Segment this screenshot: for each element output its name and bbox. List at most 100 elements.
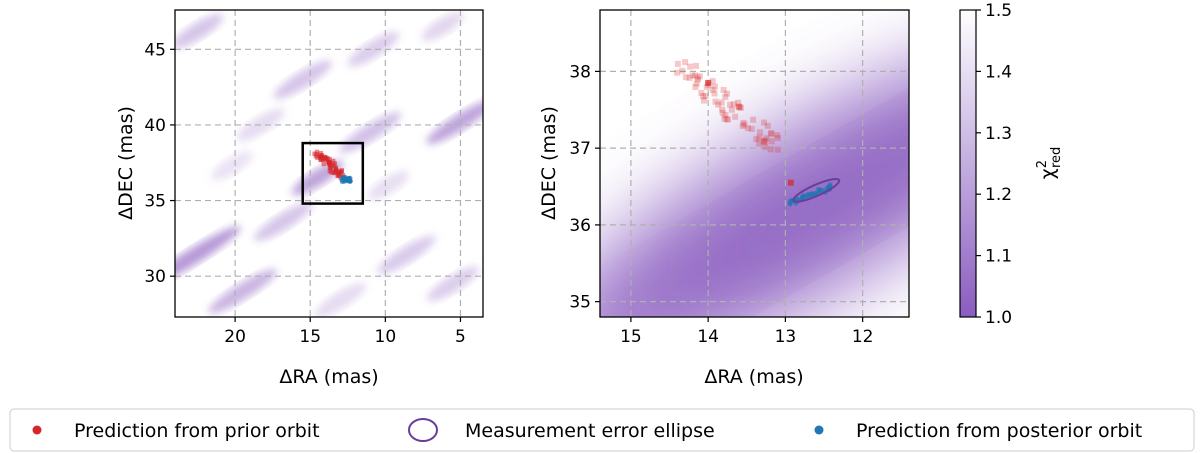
- left-panel: 20 15 10 5 30 35 40 45 ΔRA (mas) ΔDEC (mas): [115, 9, 484, 388]
- chi2-minimum-streak: [175, 13, 224, 49]
- prior-point: [750, 116, 757, 123]
- prior-point: [761, 119, 768, 126]
- prior-point: [329, 170, 334, 175]
- x-tick-label: 15: [620, 327, 642, 347]
- prior-point: [694, 76, 701, 83]
- prior-point: [682, 59, 689, 66]
- prior-point: [692, 72, 699, 79]
- prior-point: [694, 74, 701, 81]
- chi2-minimum-streak: [347, 32, 400, 67]
- prior-point: [732, 113, 739, 120]
- left-zoom-box: [301, 141, 365, 205]
- prior-point: [767, 130, 774, 137]
- legend-label-prior: Prediction from prior orbit: [74, 420, 320, 442]
- posterior-point: [805, 191, 811, 197]
- prior-point: [679, 67, 686, 74]
- legend-label-posterior: Prediction from posterior orbit: [856, 420, 1142, 442]
- prior-point: [764, 122, 771, 129]
- x-tick-label: 10: [375, 327, 397, 347]
- left-y-axis-label: ΔDEC (mas): [115, 106, 137, 220]
- left-x-axis-label: ΔRA (mas): [279, 366, 378, 388]
- prior-point: [693, 80, 700, 87]
- prior-point: [314, 152, 320, 157]
- y-tick-label: 35: [569, 293, 591, 313]
- y-tick-label: 40: [144, 116, 166, 136]
- prior-point: [741, 121, 748, 128]
- prior-point: [702, 93, 709, 100]
- y-tick-label: 36: [569, 216, 591, 236]
- prior-point: [760, 138, 767, 145]
- colorbar-label: χ2red: [1035, 147, 1064, 180]
- colorbar: 1.0 1.1 1.2 1.3 1.4 1.5 χ2red: [959, 1, 1064, 328]
- prior-point: [736, 104, 743, 111]
- y-tick-label: 35: [144, 192, 166, 212]
- prior-point: [674, 60, 681, 67]
- prior-point: [328, 166, 334, 171]
- right-chi2-map: [600, 43, 909, 317]
- chi2-minimum-streak: [367, 171, 410, 200]
- prior-point: [312, 151, 317, 156]
- left-ticks: 20 15 10 5 30 35 40 45: [144, 40, 466, 347]
- prior-point: [693, 62, 700, 69]
- prior-point: [686, 74, 693, 81]
- prior-point: [718, 99, 725, 106]
- prior-point: [774, 135, 781, 142]
- prior-point: [715, 101, 722, 108]
- prior-point: [700, 97, 707, 104]
- prior-point: [689, 72, 696, 79]
- right-prior-points: [674, 59, 794, 186]
- prior-point: [315, 155, 320, 160]
- chi2-minimum-streak: [377, 235, 436, 275]
- prior-point: [757, 129, 764, 136]
- prior-point: [332, 161, 337, 166]
- measurement-error-ellipse: [792, 178, 841, 203]
- prior-point: [682, 74, 689, 81]
- prior-point: [763, 135, 770, 142]
- right-grid: [600, 10, 909, 317]
- prior-point: [338, 171, 344, 176]
- colorbar-tick-label: 1.2: [985, 185, 1012, 205]
- x-tick-label: 5: [455, 327, 466, 347]
- prior-point: [719, 106, 726, 113]
- legend-box: [9, 408, 1195, 452]
- chi2-minimum-streak: [211, 151, 253, 181]
- prior-point: [321, 161, 326, 167]
- prior-point: [722, 112, 729, 119]
- prior-point: [709, 78, 716, 85]
- left-axes-frame: [174, 9, 484, 318]
- colorbar-ticks: 1.0 1.1 1.2 1.3 1.4 1.5: [976, 1, 1012, 328]
- chi2-minimum-streak: [254, 202, 313, 241]
- prior-point: [748, 125, 755, 132]
- prior-point: [327, 157, 332, 162]
- prior-point: [739, 122, 746, 129]
- legend: Prediction from prior orbit Measurement …: [9, 408, 1195, 452]
- prior-point: [774, 132, 781, 139]
- chi2-minimum-streak: [427, 266, 479, 302]
- posterior-point: [787, 201, 793, 207]
- right-y-axis-label: ΔDEC (mas): [538, 106, 560, 220]
- prior-point: [674, 69, 681, 76]
- right-ticks: 15 14 13 12 35 36 37 38: [569, 62, 873, 347]
- y-tick-label: 37: [569, 139, 591, 159]
- prior-point: [327, 159, 332, 165]
- right-x-axis-label: ΔRA (mas): [704, 366, 803, 388]
- prior-point: [720, 86, 727, 93]
- prior-point: [762, 137, 769, 144]
- colorbar-tick-label: 1.1: [985, 247, 1012, 267]
- chi2-minimum-streak: [175, 226, 241, 287]
- prior-point: [756, 140, 763, 147]
- colorbar-tick-label: 1.3: [985, 124, 1012, 144]
- purple-ellipse-icon: [408, 418, 438, 442]
- prior-point: [740, 119, 747, 126]
- prior-point: [339, 168, 344, 173]
- left-prior-points: [312, 149, 346, 180]
- prior-point: [761, 138, 768, 145]
- prior-point: [703, 83, 710, 90]
- prior-point: [700, 93, 707, 100]
- chi2-minimum-streak: [208, 269, 277, 314]
- prior-point: [723, 116, 730, 123]
- colorbar-tick-label: 1.0: [985, 308, 1012, 328]
- prior-point: [323, 154, 328, 160]
- prior-point: [331, 158, 336, 164]
- prior-point: [787, 179, 794, 186]
